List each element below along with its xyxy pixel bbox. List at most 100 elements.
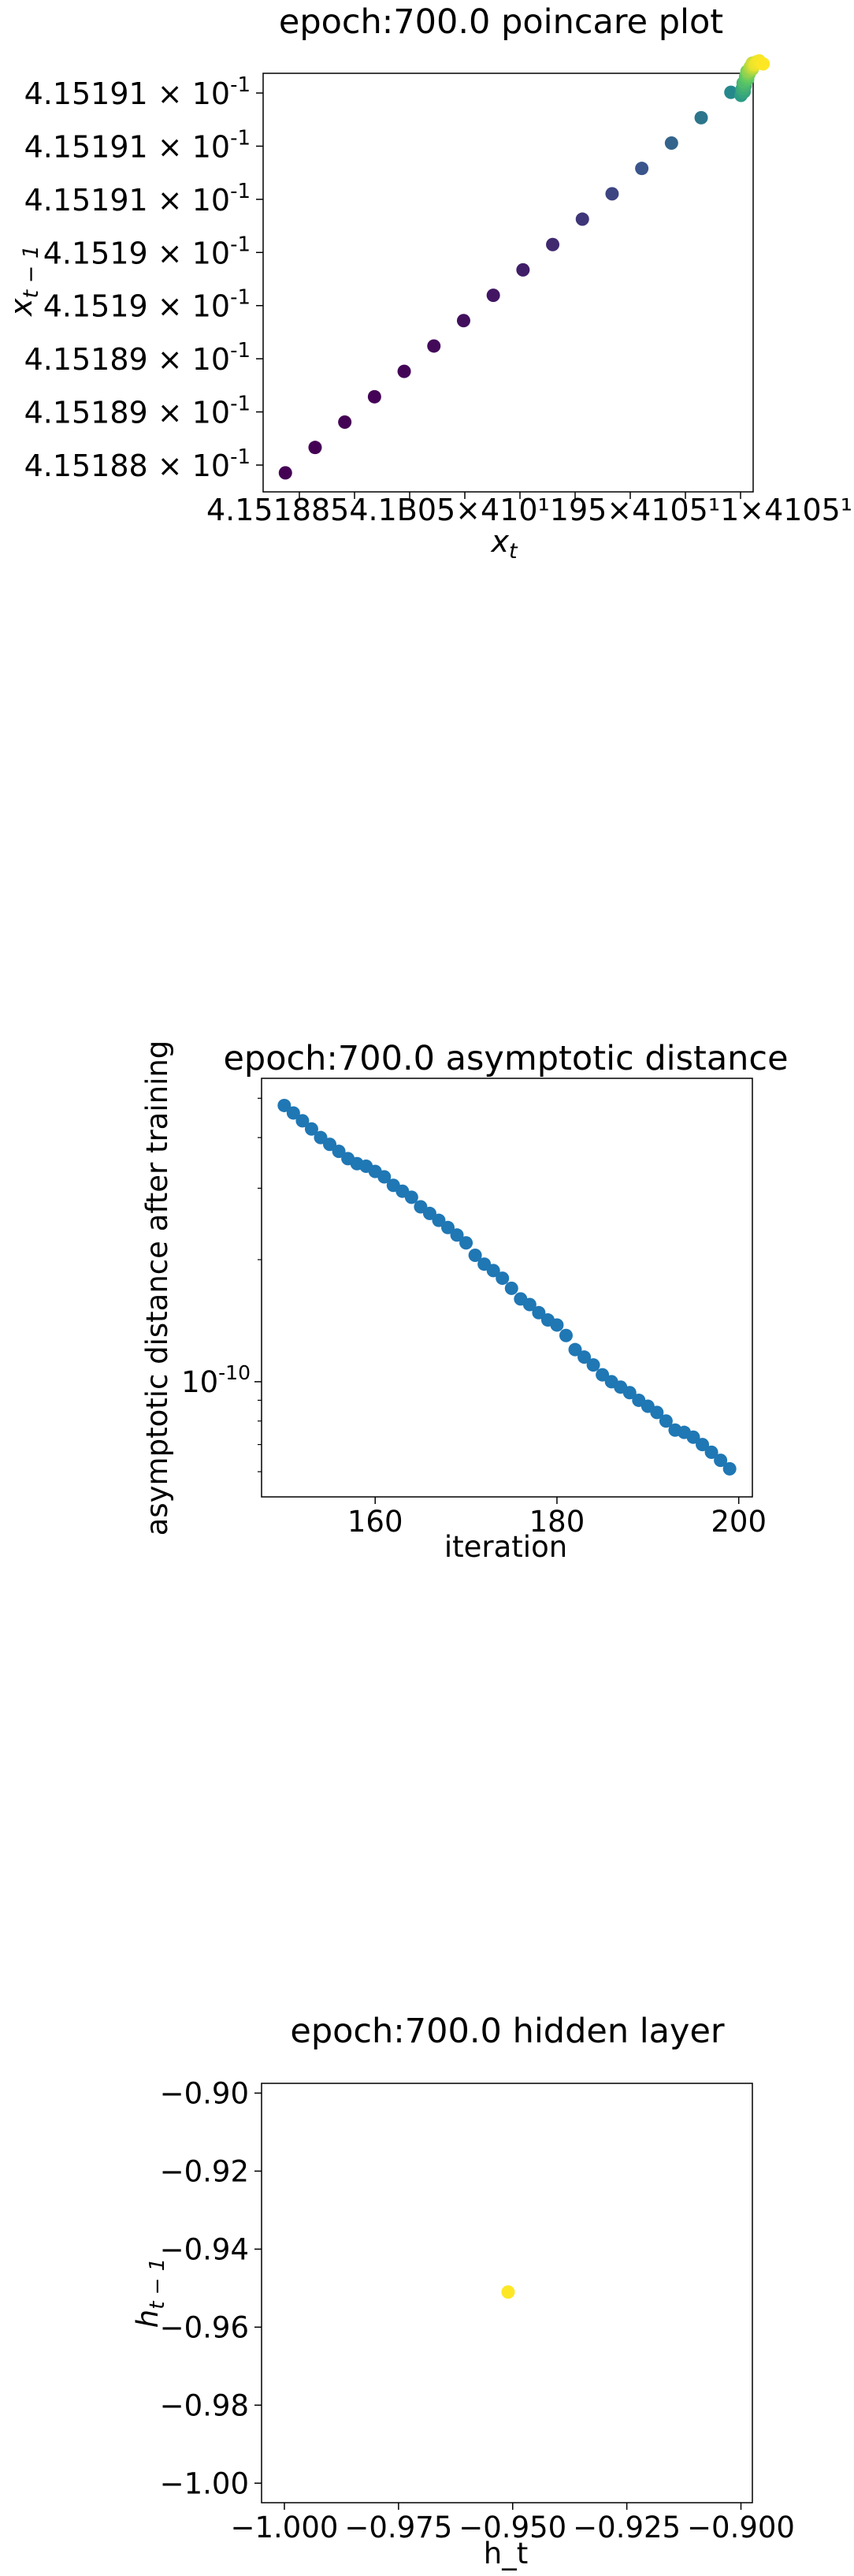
asymptotic-point xyxy=(295,1114,310,1128)
asymptotic-y-ticks: 10-10 xyxy=(181,1097,262,1472)
poincare-point xyxy=(516,262,530,277)
asymptotic-point xyxy=(504,1281,518,1295)
asymptotic-y-tick-label: 10-10 xyxy=(181,1361,251,1399)
asymptotic-point xyxy=(622,1386,637,1400)
hidden-layer-y-tick-label: −0.90 xyxy=(160,2076,249,2110)
asymptotic-point xyxy=(323,1137,337,1152)
hidden-layer-x-tick-label: −1.000 xyxy=(231,2511,339,2544)
poincare-point xyxy=(694,110,708,125)
asymptotic-point xyxy=(714,1454,728,1468)
asymptotic-point xyxy=(532,1305,546,1320)
poincare-point xyxy=(724,85,738,99)
asymptotic-point xyxy=(450,1228,464,1242)
hidden-layer-point xyxy=(501,2285,515,2299)
asymptotic-point xyxy=(650,1405,664,1420)
hidden-layer-title: epoch:700.0 hidden layer xyxy=(290,2012,725,2051)
hidden-layer-y-axis-label: ht − 1 xyxy=(131,2258,169,2328)
poincare-y-tick-label: 4.15188 × 10-1 xyxy=(24,445,251,483)
poincare-cluster-point xyxy=(756,57,770,71)
asymptotic-x-tick-label: 180 xyxy=(529,1505,585,1539)
asymptotic-x-tick-label: 200 xyxy=(711,1505,767,1539)
poincare-point xyxy=(427,339,441,353)
hidden-layer-y-ticks: −0.90 −0.92 −0.94 −0.96 −0.98 −1.00 xyxy=(160,2076,262,2500)
hidden-layer-y-tick-label: −0.92 xyxy=(160,2154,249,2188)
asymptotic-points xyxy=(277,1098,737,1476)
poincare-y-tick-label: 4.1519 × 10-1 xyxy=(43,233,251,270)
asymptotic-point xyxy=(704,1445,718,1459)
asymptotic-point xyxy=(304,1122,318,1136)
asymptotic-point xyxy=(550,1318,564,1332)
asymptotic-plot-area xyxy=(261,1078,753,1498)
poincare-point xyxy=(367,389,381,404)
asymptotic-point xyxy=(659,1414,673,1428)
poincare-y-tick-label: 4.15189 × 10-1 xyxy=(24,339,251,377)
poincare-y-tick-label: 4.1519 × 10-1 xyxy=(43,286,251,324)
asymptotic-point xyxy=(596,1368,610,1382)
asymptotic-point xyxy=(696,1438,710,1452)
poincare-x-axis-label: xt xyxy=(490,524,518,564)
asymptotic-point xyxy=(568,1342,582,1357)
asymptotic-point xyxy=(404,1190,418,1204)
hidden-layer-y-tick-label: −0.94 xyxy=(160,2232,249,2266)
asymptotic-point xyxy=(486,1264,500,1278)
poincare-point xyxy=(546,237,560,251)
hidden-layer-x-tick-label: −0.900 xyxy=(687,2511,795,2544)
poincare-point xyxy=(486,288,500,303)
asymptotic-chart: epoch:700.0 asymptotic distance 10-10 16… xyxy=(140,1039,789,1564)
asymptotic-point xyxy=(522,1297,537,1312)
poincare-title: epoch:700.0 poincare plot xyxy=(279,2,723,42)
asymptotic-point xyxy=(459,1236,473,1250)
asymptotic-point xyxy=(559,1328,573,1342)
poincare-point xyxy=(397,364,411,378)
poincare-x-tick-labels: 4.1518854.1B05×410¹195×4105¹1×4105¹1×410… xyxy=(206,490,854,527)
poincare-point xyxy=(308,441,322,455)
asymptotic-point xyxy=(332,1145,346,1159)
hidden-layer-y-tick-label: −0.98 xyxy=(160,2388,249,2422)
asymptotic-title: epoch:700.0 asymptotic distance xyxy=(223,1039,788,1078)
asymptotic-point xyxy=(432,1213,446,1227)
poincare-y-tick-label: 4.15191 × 10-1 xyxy=(24,180,251,218)
poincare-x-ticks: 4.1518854.1B05×410¹195×4105¹1×4105¹1×410… xyxy=(206,490,854,527)
asymptotic-y-axis-label: asymptotic distance after training xyxy=(140,1040,174,1536)
poincare-point xyxy=(575,212,589,226)
asymptotic-point xyxy=(722,1461,737,1476)
poincare-point xyxy=(664,136,678,150)
poincare-chart: epoch:700.0 poincare plot 4.15191 × 10-1… xyxy=(4,2,854,564)
asymptotic-x-ticks: 160 180 200 xyxy=(347,1497,767,1539)
hidden-layer-x-tick-label: −0.975 xyxy=(344,2511,452,2544)
poincare-y-tick-label: 4.15191 × 10-1 xyxy=(24,73,251,111)
poincare-point xyxy=(278,466,292,480)
poincare-plot-area xyxy=(262,73,754,493)
asymptotic-x-axis-label: iteration xyxy=(444,1530,567,1564)
asymptotic-point xyxy=(468,1249,482,1263)
poincare-y-axis-label: xt − 1 xyxy=(4,245,43,317)
hidden-layer-x-ticks: −1.000 −0.975 −0.950 −0.925 −0.900 xyxy=(231,2503,795,2544)
asymptotic-x-tick-label: 160 xyxy=(347,1505,403,1539)
asymptotic-point xyxy=(496,1271,510,1286)
poincare-y-tick-label: 4.15191 × 10-1 xyxy=(24,126,251,164)
poincare-point xyxy=(605,187,619,201)
poincare-point xyxy=(635,162,649,176)
hidden-layer-x-tick-label: −0.950 xyxy=(459,2511,566,2544)
asymptotic-point xyxy=(577,1350,592,1364)
asymptotic-point xyxy=(422,1206,436,1220)
hidden-layer-x-tick-label: −0.925 xyxy=(573,2511,681,2544)
hidden-layer-y-tick-label: −1.00 xyxy=(160,2466,249,2500)
hidden-layer-chart: epoch:700.0 hidden layer −0.90 −0.92 −0.94… xyxy=(131,2012,795,2570)
asymptotic-point xyxy=(286,1106,300,1120)
asymptotic-point xyxy=(441,1220,455,1234)
hidden-layer-y-tick-label: −0.96 xyxy=(160,2310,249,2344)
asymptotic-point xyxy=(586,1358,600,1372)
asymptotic-point xyxy=(377,1170,392,1184)
poincare-point xyxy=(456,314,470,328)
asymptotic-point xyxy=(277,1098,291,1112)
asymptotic-point xyxy=(686,1430,700,1444)
poincare-y-ticks: 4.15191 × 10-1 4.15191 × 10-1 4.15191 × 10… xyxy=(24,73,263,483)
poincare-points xyxy=(278,54,770,480)
hidden-layer-x-axis-label: h_t xyxy=(484,2537,528,2570)
hidden-layer-points xyxy=(501,2285,515,2299)
poincare-point xyxy=(338,415,352,429)
poincare-y-tick-label: 4.15189 × 10-1 xyxy=(24,393,251,430)
hidden-layer-plot-area xyxy=(261,2083,753,2503)
